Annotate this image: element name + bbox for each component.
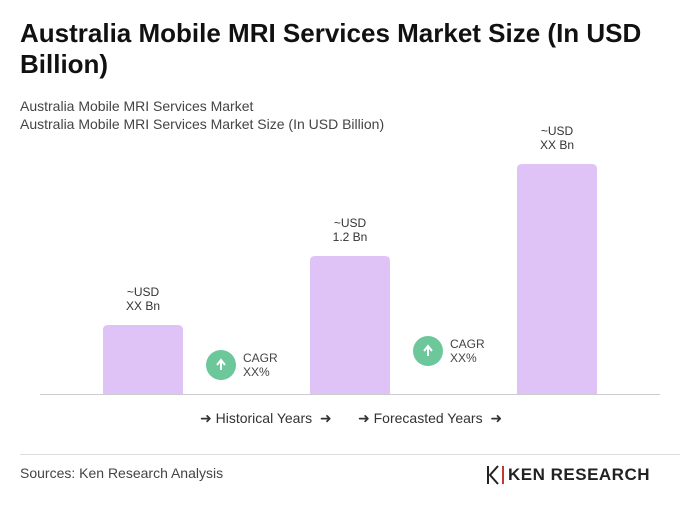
value-label: ~USD XX Bn xyxy=(125,285,161,313)
value-label: ~USD 1.2 Bn xyxy=(332,216,368,244)
subtitle: Australia Mobile MRI Services Market xyxy=(20,98,254,114)
cagr-arrow xyxy=(423,344,433,356)
legend-label: Historical Years xyxy=(215,410,313,426)
bar xyxy=(103,325,183,394)
cagr-label: CAGR XX% xyxy=(450,337,485,365)
subtitle: Australia Mobile MRI Services Market Siz… xyxy=(20,116,385,132)
cagr-arrow xyxy=(216,358,226,370)
source: Sources: Ken Research Analysis xyxy=(20,465,224,481)
cagr-label: CAGR XX% xyxy=(243,351,278,379)
bar xyxy=(310,256,390,394)
chart-title: Australia Mobile MRI Services Market Siz… xyxy=(20,18,642,79)
brand: KEN RESEARCH xyxy=(508,465,651,484)
bar xyxy=(517,164,597,394)
value-label: ~USD XX Bn xyxy=(539,124,575,152)
legend-label: Forecasted Years xyxy=(373,410,483,426)
legend-item: ➜ Historical Years ➜ xyxy=(200,410,332,426)
brand-icon xyxy=(487,465,504,485)
legend-item: ➜ Forecasted Years ➜ xyxy=(358,410,503,426)
